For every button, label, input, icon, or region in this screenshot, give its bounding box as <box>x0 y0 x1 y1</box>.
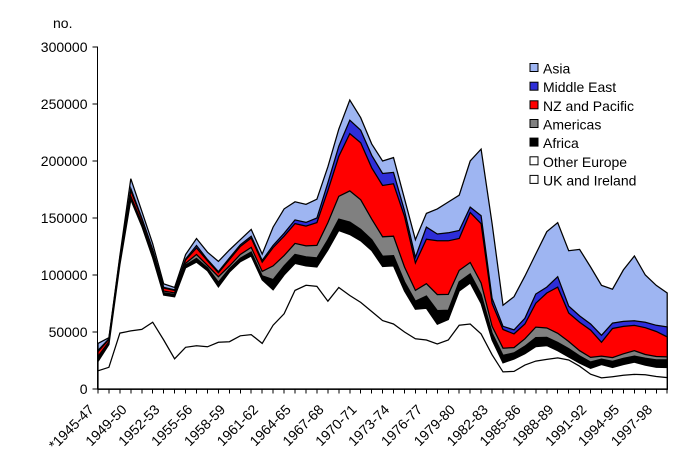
svg-text:Americas: Americas <box>543 117 601 133</box>
svg-text:200000: 200000 <box>41 153 88 169</box>
svg-text:Middle East: Middle East <box>543 79 616 95</box>
svg-text:100000: 100000 <box>41 267 88 283</box>
svg-text:250000: 250000 <box>41 96 88 112</box>
svg-text:UK and Ireland: UK and Ireland <box>543 172 636 188</box>
svg-text:150000: 150000 <box>41 210 88 226</box>
svg-text:Other Europe: Other Europe <box>543 154 627 170</box>
svg-text:NZ and Pacific: NZ and Pacific <box>543 98 634 114</box>
svg-text:no.: no. <box>53 15 72 31</box>
svg-text:300000: 300000 <box>41 39 88 55</box>
svg-text:Africa: Africa <box>543 135 579 151</box>
svg-text:50000: 50000 <box>49 324 88 340</box>
svg-text:0: 0 <box>80 381 88 397</box>
svg-text:Asia: Asia <box>543 61 570 77</box>
